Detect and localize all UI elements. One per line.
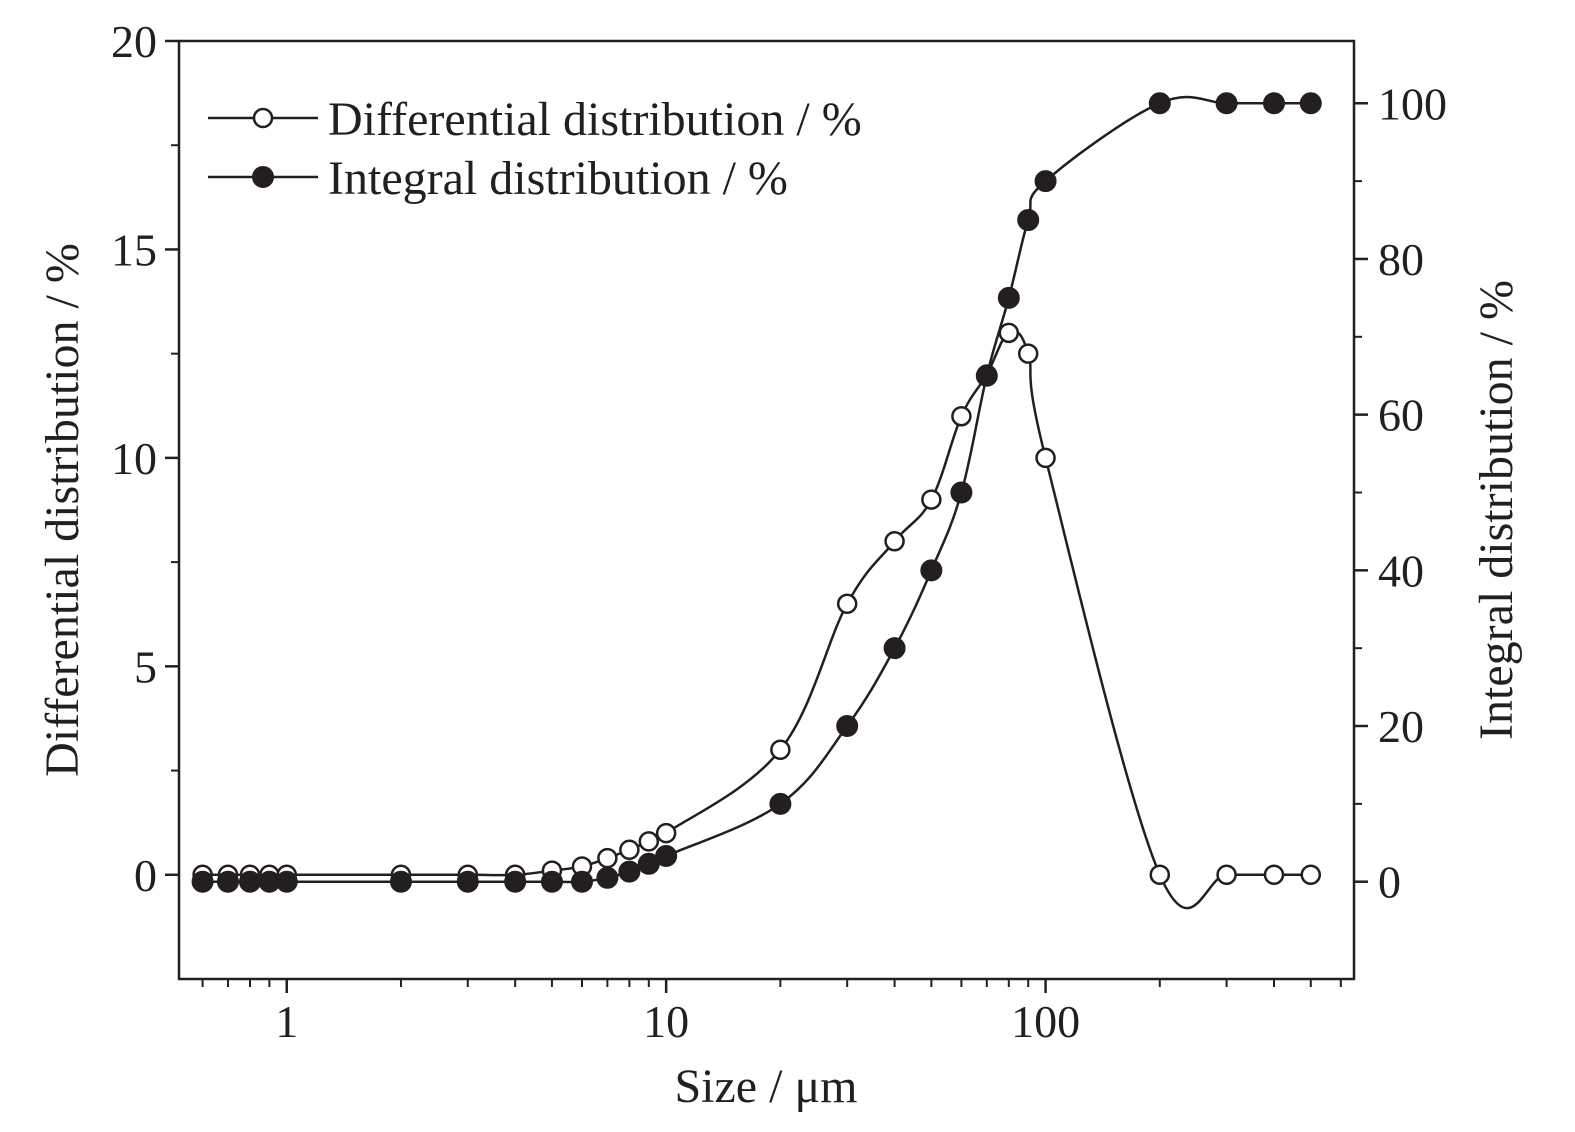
data-point-differential [597,847,618,869]
data-point-differential [836,593,858,615]
x-tick-label: 100 [1011,996,1080,1047]
y-left-tick-label: 5 [134,641,157,692]
plot-frame [177,39,1356,981]
data-point-integral [275,870,298,893]
data-point-integral [920,559,943,582]
y-left-tick-label: 20 [111,16,157,67]
data-point-integral [1299,92,1322,115]
data-point-integral [769,792,792,815]
data-point-integral [618,860,641,883]
series-line-differential [202,330,1311,910]
data-point-differential [1035,447,1056,469]
legend: Differential distribution / % Integral d… [208,93,862,205]
legend-label-differential: Differential distribution / % [328,93,862,146]
y-axis-right-label: Integral distribution / % [1470,280,1523,740]
data-point-integral [950,481,973,504]
data-point-differential [1017,343,1039,364]
x-tick-label: 10 [643,996,689,1047]
data-point-integral [191,870,214,893]
y-right-tick-label: 20 [1378,701,1424,752]
data-point-differential [921,489,942,510]
data-point-integral [1148,92,1171,115]
data-point-integral [655,845,678,868]
data-point-integral [504,870,527,893]
data-point-integral [1263,92,1285,115]
data-point-integral [216,870,239,893]
data-point-differential [951,405,972,427]
y-right-tick-label: 0 [1378,857,1401,908]
data-point-integral [238,870,261,893]
data-point-differential [998,322,1020,344]
legend-label-integral: Integral distribution / % [328,152,788,205]
series-layer [191,92,1322,910]
y-right-tick-label: 100 [1378,78,1447,129]
data-point-differential [1149,864,1171,886]
data-point-integral [975,364,998,387]
legend-marker-integral [252,166,274,188]
data-point-differential [884,531,905,552]
data-point-differential [1263,864,1285,886]
x-axis-label: Size / μm [674,1060,857,1113]
y-right-tick-label: 80 [1378,234,1424,285]
data-point-integral [883,637,906,660]
y-axis-left-label: Differential distribution / % [36,243,89,777]
data-point-integral [1034,170,1057,193]
y-left-tick-label: 15 [111,224,157,275]
data-point-differential [655,822,677,844]
data-point-integral [596,866,619,889]
data-point-differential [1216,864,1237,886]
data-point-differential [619,839,640,861]
data-point-differential [770,739,791,760]
data-point-integral [1017,209,1040,232]
data-point-differential [638,831,660,852]
data-point-integral [1215,92,1238,115]
data-point-integral [570,870,593,893]
data-point-integral [997,286,1020,309]
data-point-integral [836,715,859,738]
data-point-integral [540,870,563,893]
data-point-differential [1300,864,1322,886]
y-left-tick-label: 10 [111,433,157,484]
data-point-integral [389,870,412,893]
data-point-integral [456,870,479,893]
y-right-tick-label: 60 [1378,390,1424,441]
y-left-tick-label: 0 [134,850,157,901]
series-line-integral [202,95,1311,884]
axes-layer: 1 10 100 0 5 10 15 20 0 20 40 60 80 100 [111,16,1447,1047]
x-tick-label: 1 [275,996,298,1047]
y-right-tick-label: 40 [1378,545,1424,596]
legend-marker-differential [252,107,274,129]
